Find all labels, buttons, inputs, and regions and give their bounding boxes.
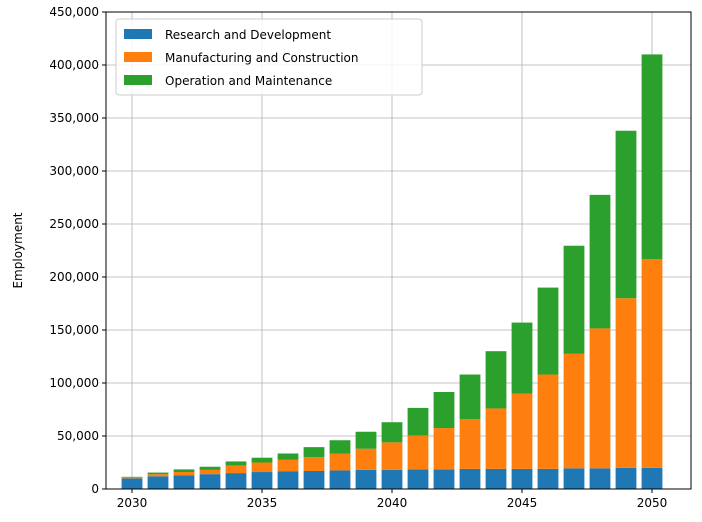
y-tick-label: 300,000 [49, 164, 99, 178]
bar-operation-and-maintenance [303, 447, 325, 458]
bar-research-and-development [641, 467, 663, 489]
y-tick-label: 450,000 [49, 5, 99, 19]
bar-research-and-development [485, 468, 507, 489]
y-tick-label: 50,000 [57, 429, 99, 443]
plot-area-frame [105, 11, 692, 490]
legend-label: Operation and Maintenance [165, 74, 332, 88]
bar-manufacturing-and-construction [277, 459, 299, 472]
bar-operation-and-maintenance [147, 472, 169, 475]
x-tick-label: 2045 [507, 496, 538, 510]
bar-manufacturing-and-construction [225, 465, 247, 474]
x-tick-label: 2030 [117, 496, 148, 510]
bar-research-and-development [407, 469, 429, 489]
bar-operation-and-maintenance [355, 431, 377, 449]
bar-research-and-development [303, 470, 325, 489]
bar-manufacturing-and-construction [511, 393, 533, 469]
bar-operation-and-maintenance [199, 466, 221, 470]
bar-research-and-development [329, 470, 351, 489]
y-tick-label: 150,000 [49, 323, 99, 337]
x-tick-label: 2040 [377, 496, 408, 510]
y-axis-label: Employment [11, 212, 25, 288]
legend-label: Manufacturing and Construction [165, 51, 359, 65]
bar-research-and-development [511, 468, 533, 489]
bar-manufacturing-and-construction [251, 462, 273, 473]
bar-manufacturing-and-construction [641, 258, 663, 468]
bar-manufacturing-and-construction [381, 442, 403, 470]
bar-manufacturing-and-construction [537, 374, 559, 469]
y-axis-ticks: 0 50,000 100,000 150,000 200,000 250,000 300,0… [49, 5, 106, 496]
bar-operation-and-maintenance [511, 322, 533, 394]
bar-manufacturing-and-construction [355, 448, 377, 470]
bar-research-and-development [537, 468, 559, 489]
bar-research-and-development [225, 473, 247, 489]
bar-manufacturing-and-construction [485, 408, 507, 469]
bar-research-and-development [563, 468, 585, 489]
bar-manufacturing-and-construction [615, 298, 637, 468]
bar-research-and-development [615, 467, 637, 489]
bar-research-and-development [147, 476, 169, 489]
legend-swatch [124, 52, 152, 62]
bar-operation-and-maintenance [615, 130, 637, 299]
y-tick-label: 100,000 [49, 376, 99, 390]
y-tick-label: 400,000 [49, 58, 99, 72]
bar-manufacturing-and-construction [199, 469, 221, 475]
bar-manufacturing-and-construction [459, 419, 481, 469]
bar-research-and-development [589, 468, 611, 489]
legend: Research and Development Manufacturing an… [115, 18, 423, 96]
y-tick-label: 0 [91, 482, 99, 496]
bar-operation-and-maintenance [589, 194, 611, 329]
bar-operation-and-maintenance [381, 422, 403, 443]
bar-manufacturing-and-construction [303, 457, 325, 471]
bar-research-and-development [433, 469, 455, 489]
bar-operation-and-maintenance [251, 457, 273, 463]
bar-operation-and-maintenance [277, 453, 299, 460]
bars [121, 54, 663, 489]
bar-operation-and-maintenance [537, 287, 559, 375]
legend-swatch [124, 75, 152, 85]
bar-research-and-development [459, 468, 481, 489]
x-tick-label: 2035 [247, 496, 278, 510]
legend-box [115, 18, 423, 96]
legend-label: Research and Development [165, 28, 331, 42]
bar-research-and-development [251, 472, 273, 489]
x-axis-ticks: 2030 2035 2040 2045 2050 [117, 489, 668, 510]
bar-operation-and-maintenance [485, 351, 507, 409]
legend-swatch [124, 29, 152, 39]
bar-manufacturing-and-construction [589, 328, 611, 469]
bar-operation-and-maintenance [329, 440, 351, 454]
bar-operation-and-maintenance [173, 469, 195, 473]
y-tick-label: 250,000 [49, 217, 99, 231]
bar-manufacturing-and-construction [147, 474, 169, 477]
bar-manufacturing-and-construction [433, 428, 455, 470]
bar-operation-and-maintenance [641, 54, 663, 259]
bar-operation-and-maintenance [121, 476, 143, 478]
bar-manufacturing-and-construction [173, 472, 195, 476]
bar-research-and-development [277, 471, 299, 489]
bar-operation-and-maintenance [433, 392, 455, 429]
bar-operation-and-maintenance [563, 245, 585, 354]
bar-manufacturing-and-construction [121, 477, 143, 479]
bar-operation-and-maintenance [225, 461, 247, 466]
bar-manufacturing-and-construction [563, 353, 585, 469]
y-tick-label: 350,000 [49, 111, 99, 125]
x-tick-label: 2050 [637, 496, 668, 510]
bar-operation-and-maintenance [407, 407, 429, 436]
bar-research-and-development [173, 475, 195, 489]
bar-operation-and-maintenance [459, 374, 481, 420]
bar-research-and-development [355, 469, 377, 489]
bar-research-and-development [121, 478, 143, 489]
bar-manufacturing-and-construction [407, 435, 429, 470]
bar-manufacturing-and-construction [329, 453, 351, 471]
bar-research-and-development [199, 474, 221, 489]
bar-research-and-development [381, 469, 403, 489]
y-tick-label: 200,000 [49, 270, 99, 284]
